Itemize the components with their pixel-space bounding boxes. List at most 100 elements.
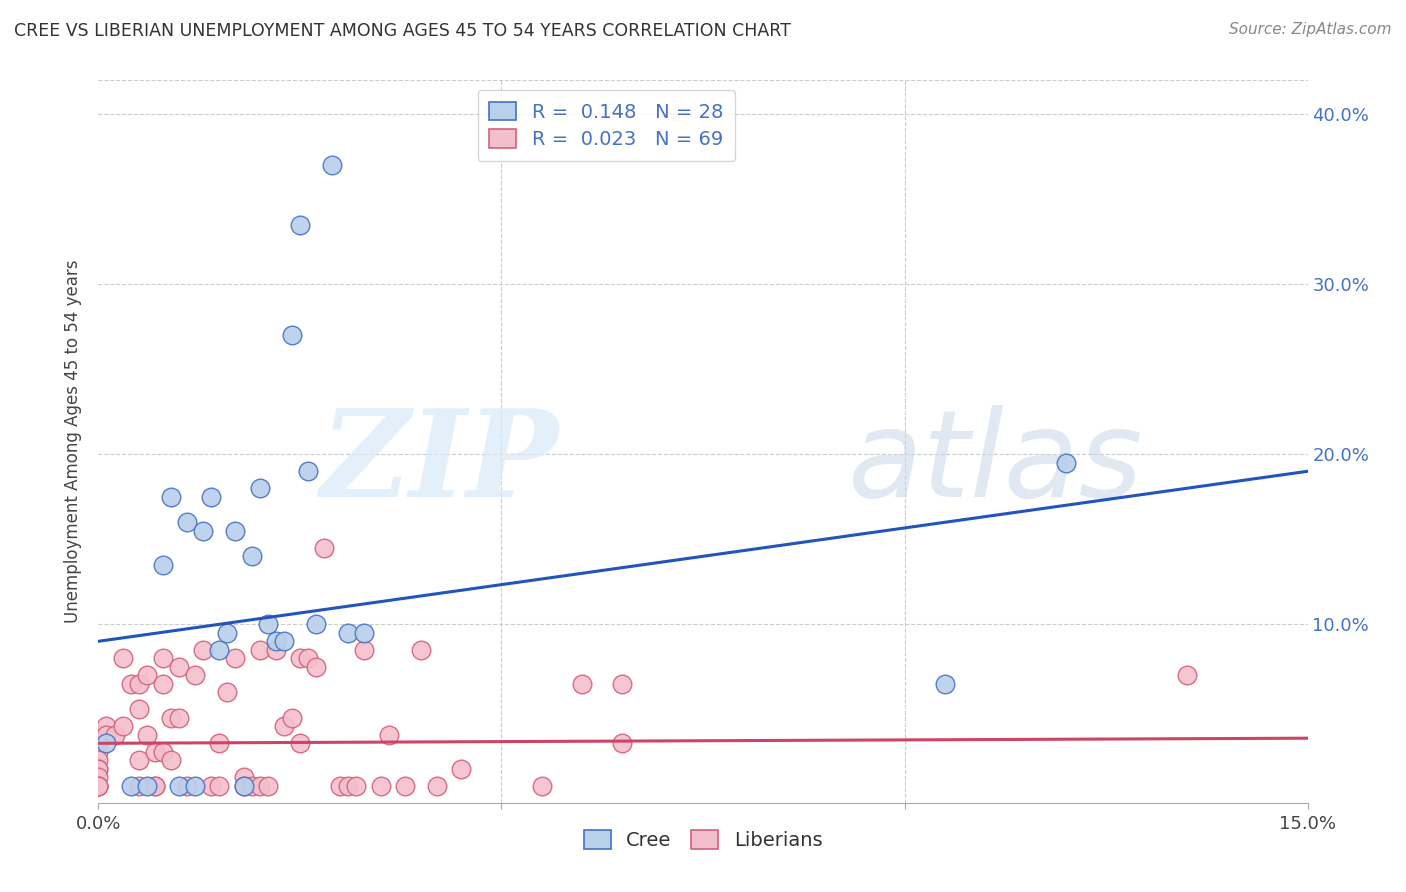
Point xyxy=(87,779,110,793)
Point xyxy=(176,779,198,793)
Point xyxy=(200,490,222,504)
Text: Source: ZipAtlas.com: Source: ZipAtlas.com xyxy=(1229,22,1392,37)
Point xyxy=(426,779,449,793)
Point xyxy=(1175,668,1198,682)
Point xyxy=(87,779,110,793)
Point xyxy=(337,625,360,640)
Text: CREE VS LIBERIAN UNEMPLOYMENT AMONG AGES 45 TO 54 YEARS CORRELATION CHART: CREE VS LIBERIAN UNEMPLOYMENT AMONG AGES… xyxy=(14,22,792,40)
Point xyxy=(167,711,190,725)
Point xyxy=(167,779,190,793)
Point xyxy=(208,736,231,750)
Point xyxy=(167,660,190,674)
Point xyxy=(87,745,110,759)
Point xyxy=(249,779,271,793)
Point xyxy=(353,625,375,640)
Point xyxy=(208,642,231,657)
Point xyxy=(297,464,319,478)
Point xyxy=(305,660,328,674)
Point xyxy=(200,779,222,793)
Point xyxy=(128,779,150,793)
Point xyxy=(120,779,142,793)
Point xyxy=(135,728,157,742)
Point xyxy=(143,779,166,793)
Point xyxy=(394,779,416,793)
Point xyxy=(450,762,472,776)
Point xyxy=(224,651,246,665)
Point xyxy=(111,719,134,733)
Point xyxy=(87,728,110,742)
Point xyxy=(217,625,239,640)
Point xyxy=(321,158,343,172)
Point xyxy=(288,651,311,665)
Point xyxy=(240,779,263,793)
Point xyxy=(184,668,207,682)
Point xyxy=(377,728,399,742)
Point xyxy=(249,481,271,495)
Point xyxy=(1054,456,1077,470)
Point xyxy=(152,651,174,665)
Point xyxy=(208,779,231,793)
Point xyxy=(128,753,150,767)
Point xyxy=(256,617,278,632)
Point xyxy=(305,617,328,632)
Point xyxy=(281,328,304,343)
Point xyxy=(96,728,118,742)
Text: atlas: atlas xyxy=(848,405,1143,522)
Point xyxy=(87,753,110,767)
Point xyxy=(240,549,263,564)
Point xyxy=(612,736,634,750)
Point xyxy=(288,218,311,232)
Point xyxy=(353,642,375,657)
Point xyxy=(264,642,287,657)
Point xyxy=(193,642,215,657)
Legend: Cree, Liberians: Cree, Liberians xyxy=(575,822,831,858)
Point xyxy=(96,736,118,750)
Point xyxy=(87,770,110,784)
Point xyxy=(232,770,254,784)
Point xyxy=(249,642,271,657)
Point xyxy=(256,779,278,793)
Point xyxy=(273,634,295,648)
Point xyxy=(217,685,239,699)
Point xyxy=(288,736,311,750)
Point xyxy=(530,779,553,793)
Point xyxy=(224,524,246,538)
Point xyxy=(264,634,287,648)
Point xyxy=(152,745,174,759)
Point xyxy=(232,779,254,793)
Point xyxy=(409,642,432,657)
Point xyxy=(143,779,166,793)
Point xyxy=(96,719,118,733)
Point xyxy=(120,677,142,691)
Point xyxy=(337,779,360,793)
Point xyxy=(344,779,367,793)
Point xyxy=(176,516,198,530)
Point xyxy=(152,677,174,691)
Point xyxy=(370,779,392,793)
Point xyxy=(160,753,183,767)
Point xyxy=(184,779,207,793)
Point xyxy=(232,779,254,793)
Point xyxy=(571,677,593,691)
Point xyxy=(273,719,295,733)
Point xyxy=(297,651,319,665)
Y-axis label: Unemployment Among Ages 45 to 54 years: Unemployment Among Ages 45 to 54 years xyxy=(65,260,83,624)
Point xyxy=(128,677,150,691)
Point xyxy=(314,541,336,555)
Point xyxy=(87,779,110,793)
Point xyxy=(143,745,166,759)
Point xyxy=(135,668,157,682)
Point xyxy=(612,677,634,691)
Point xyxy=(193,524,215,538)
Point xyxy=(329,779,352,793)
Point xyxy=(87,736,110,750)
Point xyxy=(128,702,150,716)
Point xyxy=(135,779,157,793)
Point xyxy=(103,728,125,742)
Point xyxy=(281,711,304,725)
Point xyxy=(111,651,134,665)
Point xyxy=(160,711,183,725)
Point xyxy=(152,558,174,572)
Point xyxy=(934,677,956,691)
Text: ZIP: ZIP xyxy=(319,404,558,523)
